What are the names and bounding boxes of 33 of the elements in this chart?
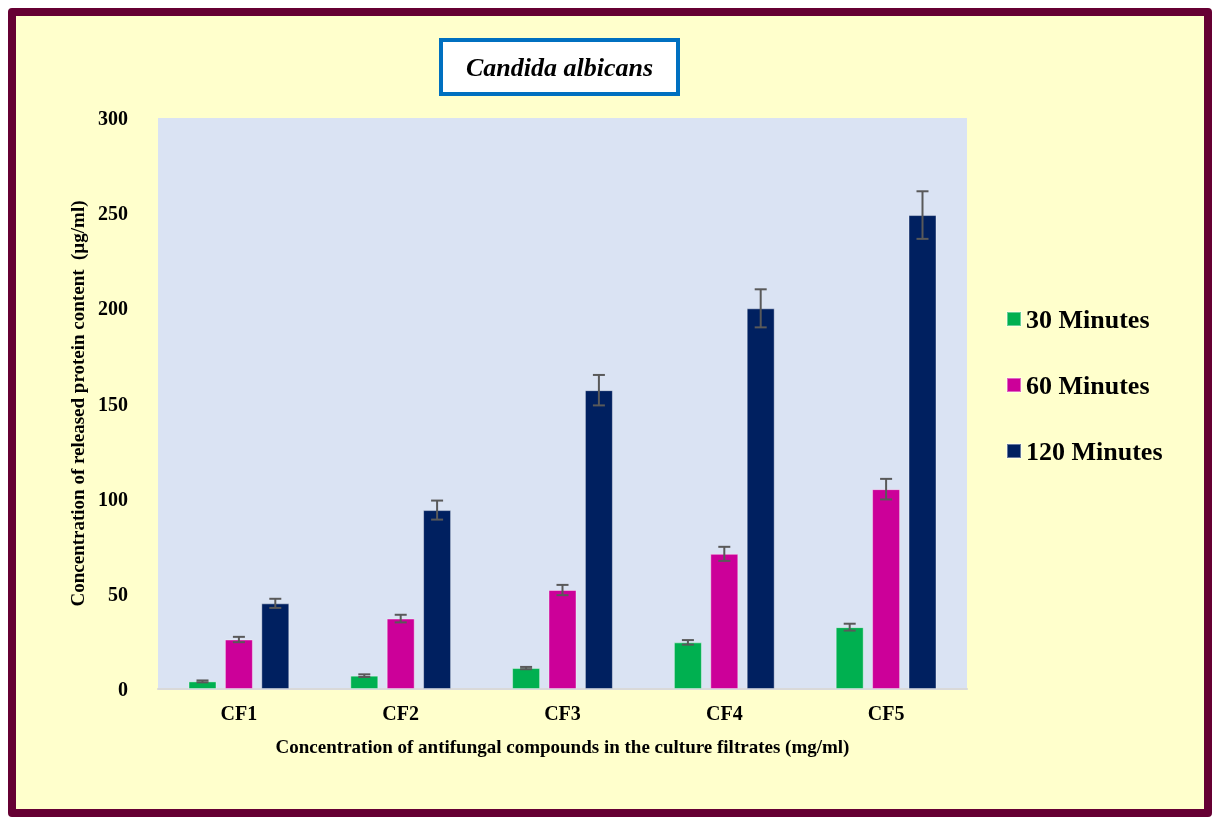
y-axis-title: Concentration of released protein content (µg/ml) bbox=[67, 200, 90, 607]
y-tick-label: 250 bbox=[98, 202, 128, 225]
legend-label: 60 Minutes bbox=[1026, 370, 1150, 400]
bar bbox=[423, 510, 452, 689]
x-tick-label: CF4 bbox=[705, 702, 743, 724]
bar bbox=[710, 553, 739, 689]
y-tick-label: 50 bbox=[108, 582, 128, 605]
x-tick-label: CF5 bbox=[867, 702, 905, 724]
bar bbox=[548, 590, 577, 689]
y-tick-label: 100 bbox=[98, 487, 128, 510]
x-axis-title: Concentration of antifungal compounds in the culture filtrates (mg/ml) bbox=[275, 736, 850, 758]
bar bbox=[188, 681, 217, 689]
y-tick-label: 200 bbox=[98, 297, 128, 320]
y-tick-label: 150 bbox=[98, 392, 128, 415]
chart-title: Candida albicans bbox=[466, 52, 654, 82]
bar bbox=[908, 215, 937, 689]
bar bbox=[584, 390, 613, 689]
legend-label: 30 Minutes bbox=[1026, 304, 1150, 334]
bar bbox=[386, 618, 415, 689]
x-tick-label: CF3 bbox=[544, 702, 581, 724]
bar bbox=[350, 675, 379, 689]
y-tick-label: 300 bbox=[98, 107, 128, 129]
bar bbox=[261, 603, 290, 689]
legend-label: 120 Minutes bbox=[1026, 436, 1163, 466]
x-tick-label: CF1 bbox=[220, 702, 258, 724]
y-tick-label: 0 bbox=[118, 678, 128, 700]
bar bbox=[835, 627, 864, 689]
bar bbox=[224, 639, 253, 689]
bar bbox=[746, 308, 775, 689]
bar bbox=[512, 668, 541, 689]
bar bbox=[673, 642, 702, 689]
bar bbox=[872, 489, 901, 689]
x-tick-label: CF2 bbox=[382, 702, 420, 724]
